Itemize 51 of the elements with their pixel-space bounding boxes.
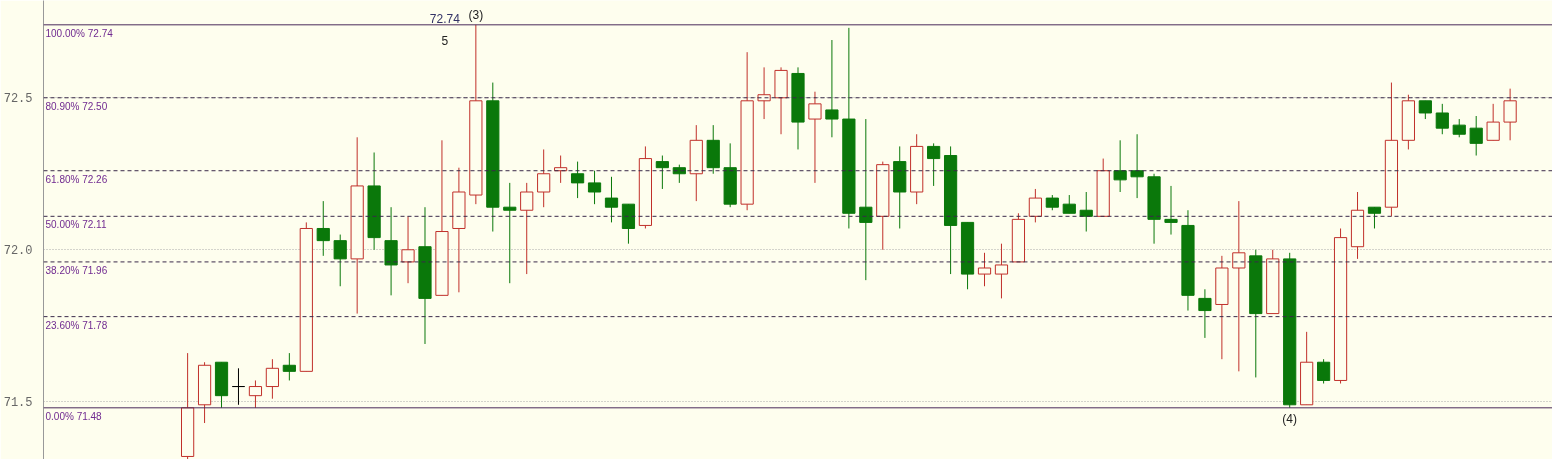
candlestick [1435, 103, 1449, 135]
y-tick-label: 72.0 [3, 244, 33, 259]
candlestick [604, 176, 619, 223]
candlestick [401, 215, 415, 284]
candlestick [1232, 200, 1246, 372]
candlestick [859, 118, 873, 281]
y-tick-label: 72.5 [3, 92, 33, 107]
candlestick [977, 252, 992, 287]
candlestick [655, 155, 669, 190]
candlestick [282, 352, 296, 381]
candlestick [503, 182, 517, 284]
candlestick [1198, 288, 1212, 339]
candlestick [570, 161, 585, 199]
candlestick [1452, 118, 1466, 138]
candlestick [808, 91, 822, 184]
ref-line-label: 61.80% 72.26 [45, 173, 108, 185]
ref-line-label: 50.00% 72.11 [45, 219, 107, 231]
ref-line-label: 0.00% 71.48 [45, 410, 103, 422]
candlestick [1079, 191, 1093, 233]
candlestick [927, 142, 941, 187]
candlestick [1028, 188, 1042, 223]
candlestick [265, 358, 279, 400]
candlestick [1418, 100, 1432, 120]
ref-line-label: 23.60% 71.78 [45, 319, 108, 331]
candlestick [1130, 133, 1144, 199]
candlestick [316, 200, 330, 257]
y-tick-label: 71.5 [3, 396, 33, 411]
candlestick [231, 367, 246, 406]
annotation: 5 [441, 34, 449, 49]
candlestick [333, 234, 347, 287]
annotation: (4) [1282, 411, 1298, 426]
candlestick [1164, 185, 1178, 236]
ref-line-label: 100.00% 72.74 [45, 27, 114, 39]
candlestick [520, 182, 534, 275]
candlestick [825, 39, 839, 138]
annotation: 72.74 [429, 12, 461, 27]
ref-line-label: 38.20% 71.96 [45, 264, 108, 276]
candlestick [1503, 88, 1517, 141]
candlestick [1367, 206, 1382, 229]
candlestick [1113, 139, 1127, 193]
candlestick [1317, 358, 1331, 385]
candlestick [537, 148, 551, 208]
candlestick [248, 379, 263, 409]
annotation: (3) [468, 7, 484, 22]
candlestick [757, 66, 771, 120]
ref-line-label: 80.90% 72.50 [45, 100, 108, 112]
candlestick [994, 243, 1009, 299]
candlestick [1062, 194, 1076, 214]
candlestick [587, 170, 602, 205]
candlestick [1486, 103, 1500, 141]
candlestick [1469, 115, 1483, 157]
